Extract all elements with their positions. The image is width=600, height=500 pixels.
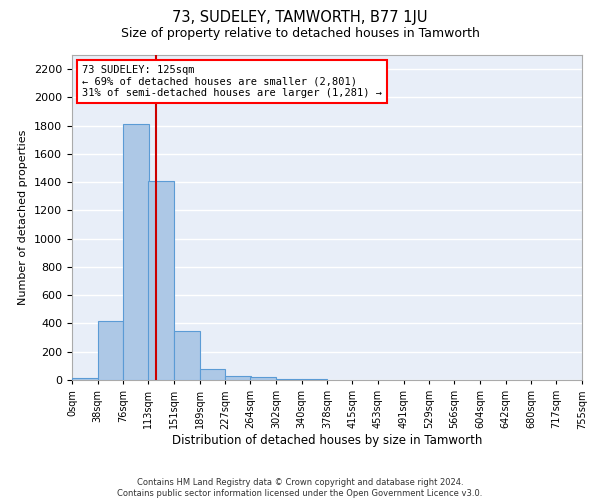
Bar <box>148 181 174 380</box>
Text: 73 SUDELEY: 125sqm
← 69% of detached houses are smaller (2,801)
31% of semi-deta: 73 SUDELEY: 125sqm ← 69% of detached hou… <box>82 64 382 98</box>
Bar <box>72 378 98 380</box>
Bar <box>200 370 226 380</box>
Bar <box>174 331 200 380</box>
Bar <box>250 377 276 380</box>
Text: 73, SUDELEY, TAMWORTH, B77 1JU: 73, SUDELEY, TAMWORTH, B77 1JU <box>172 10 428 25</box>
Text: Size of property relative to detached houses in Tamworth: Size of property relative to detached ho… <box>121 28 479 40</box>
Bar <box>98 320 124 380</box>
Text: Contains HM Land Registry data © Crown copyright and database right 2024.
Contai: Contains HM Land Registry data © Crown c… <box>118 478 482 498</box>
X-axis label: Distribution of detached houses by size in Tamworth: Distribution of detached houses by size … <box>172 434 482 447</box>
Bar <box>124 124 149 380</box>
Bar <box>276 378 302 380</box>
Bar <box>226 376 251 380</box>
Y-axis label: Number of detached properties: Number of detached properties <box>19 130 28 305</box>
